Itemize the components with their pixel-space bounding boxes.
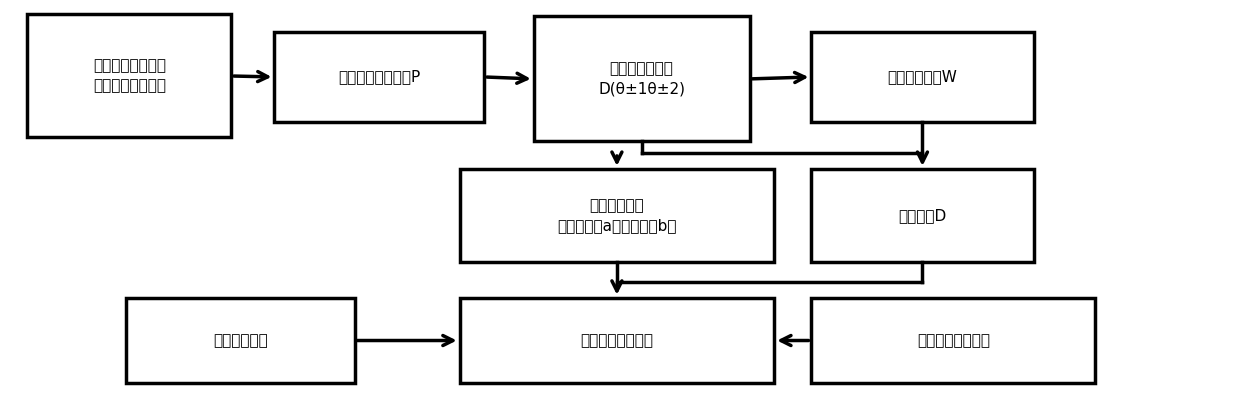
Text: 阵元指向性函数
D(θ±1θ±2): 阵元指向性函数 D(θ±1θ±2) xyxy=(598,61,686,96)
Text: 阵元间距D: 阵元间距D xyxy=(898,208,946,223)
FancyBboxPatch shape xyxy=(126,297,355,383)
Text: 空间声场声压分布P: 空间声场声压分布P xyxy=(339,69,420,84)
Text: 阵列阵元数目: 阵列阵元数目 xyxy=(213,333,268,348)
FancyBboxPatch shape xyxy=(27,15,231,137)
Text: 阵元几何参数
（阵元长度a和阵元宽度b）: 阵元几何参数 （阵元长度a和阵元宽度b） xyxy=(557,198,677,233)
Text: 全矩阵线性超声换
能器阵列声场分布: 全矩阵线性超声换 能器阵列声场分布 xyxy=(93,59,166,93)
FancyBboxPatch shape xyxy=(460,297,774,383)
Text: 阵列有效检测孔径: 阵列有效检测孔径 xyxy=(916,333,990,348)
Text: 阵列成像质量评估: 阵列成像质量评估 xyxy=(580,333,653,348)
FancyBboxPatch shape xyxy=(811,169,1033,263)
FancyBboxPatch shape xyxy=(460,169,774,263)
FancyBboxPatch shape xyxy=(533,17,750,141)
FancyBboxPatch shape xyxy=(274,32,484,122)
Text: 有效声束宽度W: 有效声束宽度W xyxy=(888,69,957,84)
FancyBboxPatch shape xyxy=(811,32,1033,122)
FancyBboxPatch shape xyxy=(811,297,1095,383)
